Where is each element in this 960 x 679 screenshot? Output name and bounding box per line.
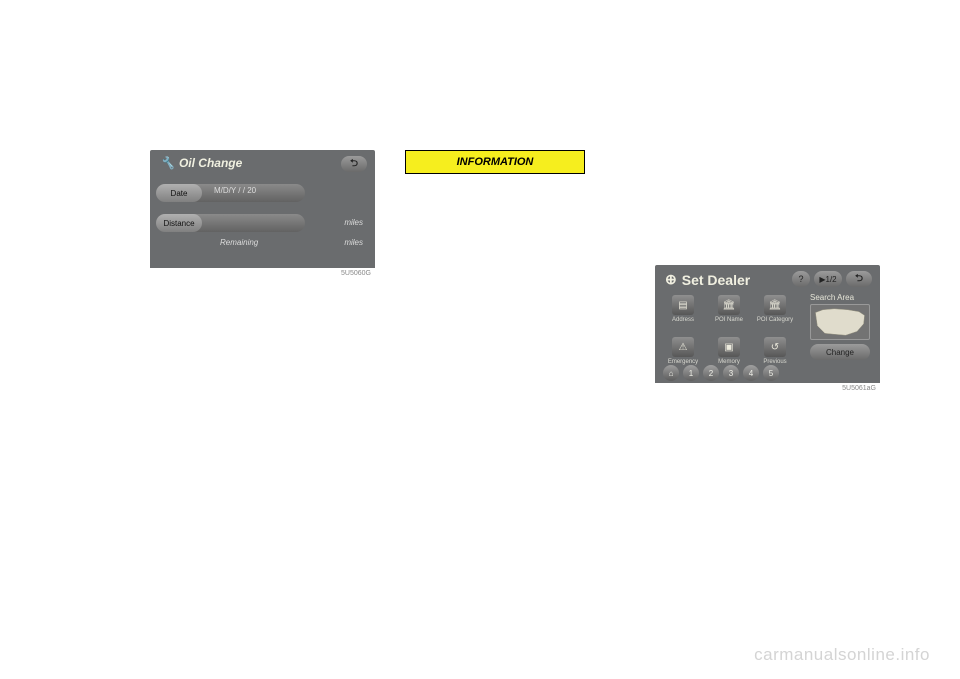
- screen-title: ⊕ Set Dealer: [665, 271, 750, 288]
- poi-category-icon: 🏛: [769, 300, 782, 311]
- preset-5-button[interactable]: 5: [763, 365, 779, 381]
- watermark: carmanualsonline.info: [754, 645, 930, 665]
- back-button[interactable]: ⮌: [846, 271, 872, 287]
- column-left: 🔧 Oil Change ⮌ Date M/D/Y / / 20 Distanc…: [150, 150, 375, 401]
- poi-name-icon: 🏛: [723, 300, 736, 311]
- distance-label: Distance: [156, 214, 202, 232]
- search-area-panel: Search Area Change: [810, 293, 872, 360]
- set-dealer-screenshot: ⊕ Set Dealer ? ▶1/2 ⮌ ▤ Address 🏛 POI Na…: [655, 265, 880, 395]
- date-label: Date: [156, 184, 202, 202]
- search-method-grid: ▤ Address 🏛 POI Name 🏛 POI Category ⚠ Em…: [663, 295, 795, 375]
- previous-icon: ↺: [771, 342, 779, 353]
- back-button[interactable]: ⮌: [341, 156, 367, 172]
- oil-change-screenshot: 🔧 Oil Change ⮌ Date M/D/Y / / 20 Distanc…: [150, 150, 375, 280]
- address-icon: ▤: [678, 300, 687, 311]
- preset-1-button[interactable]: 1: [683, 365, 699, 381]
- search-area-map[interactable]: [810, 304, 870, 340]
- date-row[interactable]: Date M/D/Y / / 20: [160, 184, 305, 202]
- help-button[interactable]: ?: [792, 271, 810, 287]
- poi-category-label: POI Category: [757, 317, 793, 323]
- information-callout: INFORMATION: [405, 150, 585, 174]
- change-button[interactable]: Change: [810, 344, 870, 360]
- toyota-logo-icon: ⊕: [665, 271, 677, 288]
- preset-row: ⌂ 1 2 3 4 5: [663, 365, 779, 381]
- column-right: ⊕ Set Dealer ? ▶1/2 ⮌ ▤ Address 🏛 POI Na…: [655, 150, 880, 401]
- date-value: M/D/Y / / 20: [214, 186, 256, 195]
- screenshot-id: 5U5060G: [150, 268, 375, 280]
- preset-2-button[interactable]: 2: [703, 365, 719, 381]
- memory-icon: ▣: [724, 342, 733, 353]
- preset-4-button[interactable]: 4: [743, 365, 759, 381]
- screen-title: 🔧 Oil Change: [160, 156, 242, 170]
- poi-name-label: POI Name: [715, 317, 743, 323]
- usa-map-icon: [815, 309, 864, 335]
- home-icon: ⌂: [669, 369, 674, 378]
- wrench-icon: 🔧: [160, 156, 175, 170]
- address-label: Address: [672, 317, 694, 323]
- emergency-icon: ⚠: [679, 342, 688, 353]
- poi-category-button[interactable]: 🏛 POI Category: [755, 295, 795, 333]
- address-button[interactable]: ▤ Address: [663, 295, 703, 333]
- screenshot-id: 5U5061aG: [655, 383, 880, 395]
- distance-row[interactable]: Distance: [160, 214, 305, 232]
- page-indicator[interactable]: ▶1/2: [814, 271, 842, 287]
- home-preset-button[interactable]: ⌂: [663, 365, 679, 381]
- title-text: Oil Change: [179, 156, 242, 170]
- remaining-label: Remaining: [220, 238, 258, 247]
- column-mid: INFORMATION: [405, 150, 625, 401]
- miles-unit-bottom: miles: [344, 238, 363, 247]
- preset-3-button[interactable]: 3: [723, 365, 739, 381]
- miles-unit-top: miles: [344, 218, 363, 227]
- title-text: Set Dealer: [682, 272, 750, 288]
- search-area-label: Search Area: [810, 293, 872, 302]
- poi-name-button[interactable]: 🏛 POI Name: [709, 295, 749, 333]
